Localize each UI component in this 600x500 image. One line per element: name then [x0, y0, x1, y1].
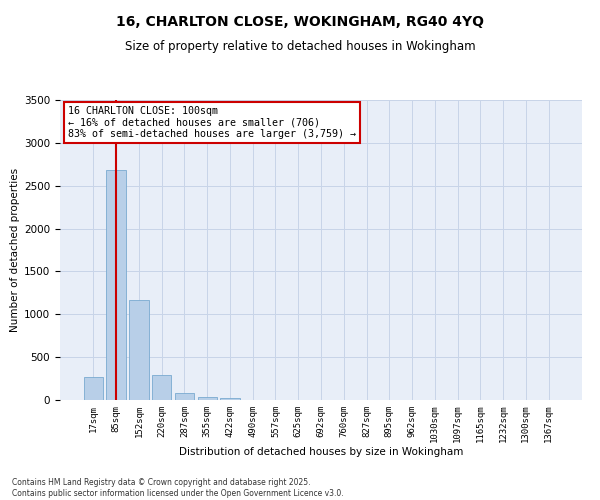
Y-axis label: Number of detached properties: Number of detached properties	[10, 168, 20, 332]
X-axis label: Distribution of detached houses by size in Wokingham: Distribution of detached houses by size …	[179, 446, 463, 456]
Bar	[84, 377, 103, 400]
Text: 16 CHARLTON CLOSE: 100sqm
← 16% of detached houses are smaller (706)
83% of semi: 16 CHARLTON CLOSE: 100sqm ← 16% of detac…	[68, 106, 356, 139]
Bar	[220, 398, 239, 400]
Bar	[106, 170, 126, 400]
Bar	[129, 300, 149, 400]
Bar	[175, 393, 194, 400]
Text: Contains HM Land Registry data © Crown copyright and database right 2025.
Contai: Contains HM Land Registry data © Crown c…	[12, 478, 344, 498]
Bar	[152, 375, 172, 400]
Text: Size of property relative to detached houses in Wokingham: Size of property relative to detached ho…	[125, 40, 475, 53]
Text: 16, CHARLTON CLOSE, WOKINGHAM, RG40 4YQ: 16, CHARLTON CLOSE, WOKINGHAM, RG40 4YQ	[116, 15, 484, 29]
Bar	[197, 396, 217, 400]
